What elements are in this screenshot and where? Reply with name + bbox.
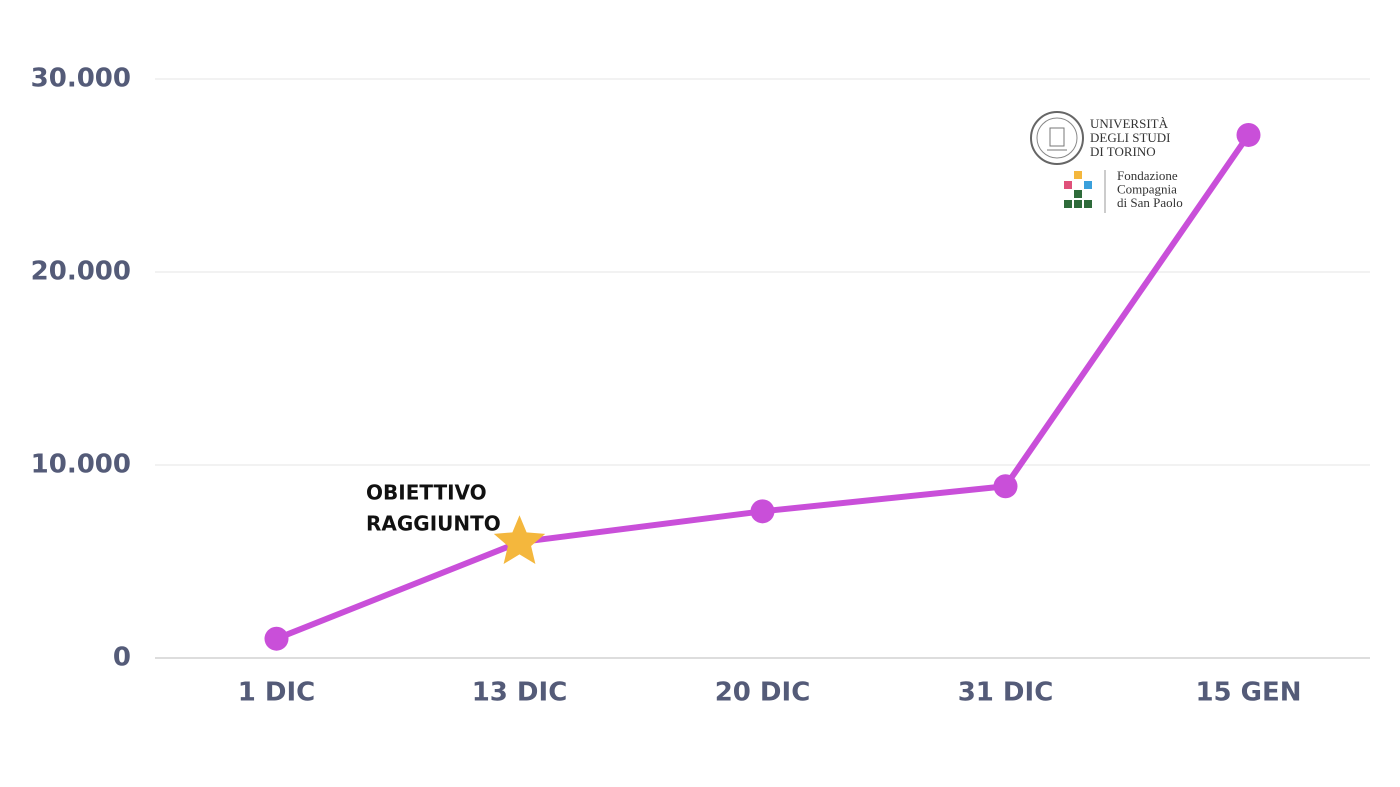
seal-figure — [1047, 127, 1067, 151]
logo-square — [1074, 171, 1082, 179]
logo-text: DI TORINO — [1090, 144, 1156, 159]
logo-square — [1074, 200, 1082, 208]
x-tick-label: 15 GEN — [1195, 678, 1301, 708]
logo-text: DEGLI STUDI — [1090, 130, 1171, 145]
point — [993, 474, 1018, 499]
logo — [1030, 111, 1106, 213]
logo-text: Compagnia — [1117, 181, 1177, 196]
seal — [1030, 111, 1084, 165]
logo-text: di San Paolo — [1117, 195, 1183, 210]
logo-text: Fondazione — [1117, 168, 1178, 183]
line — [275, 133, 1251, 642]
point — [750, 499, 775, 524]
y-tick-label: 10.000 — [31, 450, 131, 480]
logo-square — [1064, 200, 1072, 208]
point — [264, 626, 289, 651]
logo-square — [1084, 181, 1092, 189]
y-tick-label: 0 — [113, 643, 131, 673]
point — [1236, 122, 1261, 147]
x-tick-label: 1 DIC — [238, 678, 315, 708]
logo-square — [1084, 200, 1092, 208]
logo-text: UNIVERSITÀ — [1090, 116, 1169, 131]
seal-inner — [1036, 117, 1078, 159]
logo-square — [1074, 190, 1082, 198]
y-tick-label: 30.000 — [31, 64, 131, 94]
annotation: OBIETTIVO — [366, 481, 487, 505]
y-tick-label: 20.000 — [31, 257, 131, 287]
x-tick-label: 31 DIC — [958, 678, 1054, 708]
star-marker — [493, 515, 546, 564]
x-tick-label: 20 DIC — [715, 678, 811, 708]
logo-square — [1064, 181, 1072, 189]
x-tick-label: 13 DIC — [472, 678, 568, 708]
annotation: RAGGIUNTO — [366, 512, 501, 536]
